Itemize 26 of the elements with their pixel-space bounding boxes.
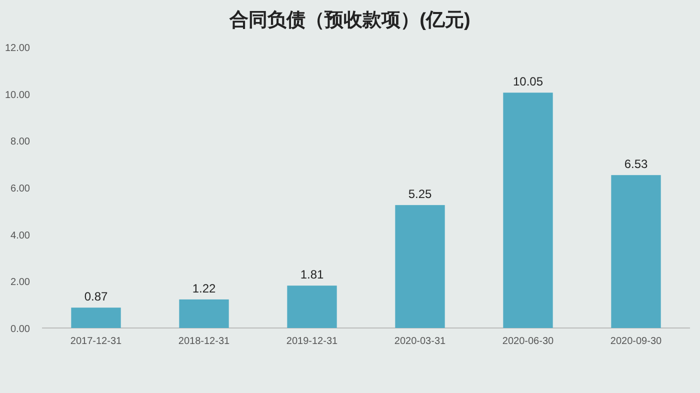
chart-title: 合同负债（预收款项）(亿元): [228, 9, 470, 31]
bar: [611, 175, 661, 328]
data-label: 1.81: [300, 268, 324, 282]
y-tick-label: 4.00: [10, 230, 30, 242]
y-tick-label: 0.00: [10, 324, 30, 335]
x-tick-label: 2020-06-30: [502, 336, 554, 347]
y-tick-label: 10.00: [4, 90, 30, 101]
y-tick-label: 8.00: [10, 136, 30, 148]
bar: [71, 308, 121, 328]
y-tick-label: 6.00: [10, 184, 30, 194]
data-label: 10.05: [512, 74, 544, 89]
bar: [395, 205, 445, 328]
bar: [287, 286, 337, 328]
x-tick-label: 2020-09-30: [610, 336, 662, 347]
x-tick-label: 2018-12-31: [178, 336, 230, 347]
bar: [503, 92, 553, 328]
data-label: 0.87: [84, 290, 108, 304]
x-tick-label: 2017-12-31: [70, 336, 122, 347]
data-label: 5.25: [408, 187, 432, 202]
data-label: 1.22: [192, 281, 216, 296]
x-tick-label: 2020-03-31: [394, 336, 446, 347]
data-label: 6.53: [624, 157, 648, 172]
y-tick-label: 12.00: [4, 43, 30, 54]
x-tick-label: 2019-12-31: [286, 336, 338, 347]
y-tick-label: 2.00: [10, 277, 30, 288]
bar: [179, 299, 229, 328]
